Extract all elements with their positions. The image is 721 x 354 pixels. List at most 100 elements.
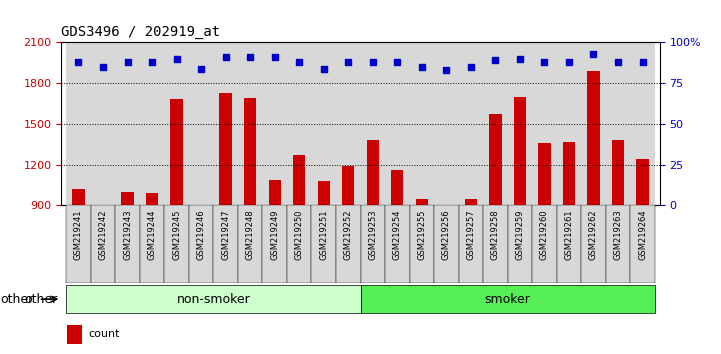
Bar (164, 205, 189, 283)
Bar (115, 42, 140, 205)
Point (514, 56, 526, 62)
Bar (238, 205, 262, 283)
Bar (66, 42, 91, 205)
Point (563, 59, 575, 65)
Text: GSM219253: GSM219253 (368, 209, 377, 260)
Point (220, 54, 231, 60)
Point (539, 59, 550, 65)
Bar (311, 205, 336, 283)
Bar (213, 42, 238, 205)
Bar (115, 205, 140, 283)
Text: GSM219249: GSM219249 (270, 209, 279, 260)
Text: GSM219251: GSM219251 (319, 209, 328, 260)
Bar (606, 42, 630, 205)
Text: GSM219246: GSM219246 (197, 209, 205, 260)
Bar (557, 42, 581, 205)
Point (465, 64, 477, 70)
Bar (557, 205, 581, 283)
Bar (72, 189, 84, 205)
Bar (630, 205, 655, 283)
Point (73, 59, 84, 65)
Bar (66, 205, 91, 283)
Bar (219, 93, 231, 205)
Bar (459, 42, 483, 205)
Bar (268, 179, 280, 205)
Bar (630, 42, 655, 205)
Bar (563, 142, 575, 205)
Bar (262, 205, 287, 283)
Point (97, 64, 109, 70)
Bar (581, 205, 606, 283)
Bar (367, 140, 379, 205)
Text: GSM219241: GSM219241 (74, 209, 83, 260)
Bar (311, 42, 336, 205)
Text: GSM219257: GSM219257 (466, 209, 475, 260)
Bar (195, 205, 207, 208)
Text: GSM219243: GSM219243 (123, 209, 132, 260)
Bar (588, 71, 600, 205)
Bar (416, 199, 428, 205)
Text: other: other (0, 293, 34, 306)
Text: smoker: smoker (485, 293, 531, 306)
Text: GSM219242: GSM219242 (99, 209, 107, 260)
Bar (317, 181, 329, 205)
Bar (360, 205, 385, 283)
Text: GSM219258: GSM219258 (491, 209, 500, 260)
Bar (483, 205, 508, 283)
Bar (287, 42, 311, 205)
Bar (539, 143, 551, 205)
Point (392, 59, 403, 65)
Point (244, 54, 256, 60)
Bar (606, 205, 630, 283)
Bar (434, 205, 459, 283)
Text: GSM219261: GSM219261 (565, 209, 573, 260)
Text: GSM219250: GSM219250 (295, 209, 304, 260)
Text: GDS3496 / 202919_at: GDS3496 / 202919_at (61, 25, 221, 39)
Bar (91, 42, 115, 205)
Bar (244, 98, 256, 205)
Text: non-smoker: non-smoker (177, 293, 250, 306)
Bar (189, 205, 213, 283)
Text: GSM219244: GSM219244 (148, 209, 156, 260)
Text: other: other (25, 293, 58, 306)
Bar (336, 42, 360, 205)
Bar (360, 42, 385, 205)
Point (490, 58, 501, 63)
Bar (514, 97, 526, 205)
Bar (612, 140, 624, 205)
Text: GSM219245: GSM219245 (172, 209, 181, 260)
Bar (459, 205, 483, 283)
Bar (91, 205, 115, 283)
Point (416, 64, 428, 70)
Bar (490, 114, 502, 205)
Point (318, 66, 329, 72)
Bar (508, 205, 532, 283)
Bar (342, 166, 354, 205)
Text: GSM219262: GSM219262 (589, 209, 598, 260)
Bar (164, 42, 189, 205)
Text: GSM219263: GSM219263 (614, 209, 622, 260)
Bar (483, 42, 508, 205)
Bar (97, 205, 109, 209)
Point (195, 66, 207, 72)
Bar (441, 205, 453, 209)
Bar (532, 205, 557, 283)
Bar (146, 193, 158, 205)
Bar (189, 42, 213, 205)
Bar (66, 285, 360, 314)
Bar (262, 42, 287, 205)
Point (342, 59, 354, 65)
Bar (410, 205, 434, 283)
Text: count: count (88, 329, 120, 339)
Point (637, 59, 648, 65)
Bar (360, 285, 655, 314)
Text: GSM219254: GSM219254 (393, 209, 402, 260)
Text: GSM219248: GSM219248 (246, 209, 255, 260)
Bar (465, 199, 477, 205)
Bar (434, 42, 459, 205)
Bar (140, 42, 164, 205)
Bar (170, 99, 182, 205)
Point (588, 51, 599, 57)
Point (367, 59, 379, 65)
Bar (385, 42, 410, 205)
